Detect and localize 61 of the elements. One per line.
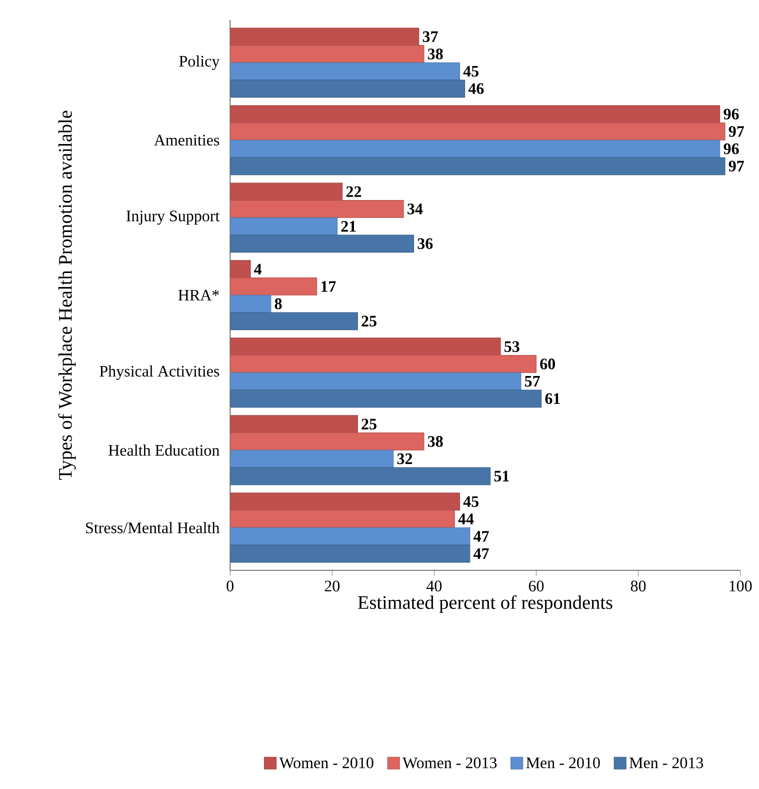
data-label: 21 <box>341 221 356 232</box>
data-label: 25 <box>362 316 376 327</box>
bar <box>230 492 460 511</box>
bar <box>230 28 419 46</box>
bar <box>230 182 342 201</box>
bar <box>230 260 251 278</box>
x-tick-label: 100 <box>730 580 752 592</box>
bar <box>230 415 358 434</box>
x-tick-label: 0 <box>226 580 234 592</box>
data-label: 96 <box>724 143 739 154</box>
bar <box>230 432 424 450</box>
data-label: 96 <box>724 108 739 120</box>
bar <box>230 200 404 218</box>
bar <box>230 355 536 373</box>
y-tick-label: HRA* <box>178 290 219 300</box>
y-tick-label: Amenities <box>154 134 219 146</box>
data-label: 61 <box>545 393 560 404</box>
x-tick-label: 80 <box>630 580 646 592</box>
legend-label: Men - 2010 <box>526 757 600 768</box>
y-tick-label: Stress/Mental Health <box>86 522 220 534</box>
y-tick-label: Physical Activities <box>100 365 219 380</box>
data-label: 47 <box>473 531 489 542</box>
x-tick-label: 20 <box>324 580 340 592</box>
y-tick-label: Policy <box>179 55 220 70</box>
legend-label: Men - 2013 <box>629 757 703 768</box>
x-tick-label: 60 <box>528 580 544 592</box>
x-tick-label: 40 <box>426 580 442 592</box>
data-label: 34 <box>407 204 422 214</box>
y-tick-label: Injury Support <box>126 210 220 225</box>
data-label: 44 <box>458 514 474 524</box>
data-label: 36 <box>418 238 433 250</box>
data-label: 37 <box>422 31 438 42</box>
data-label: 38 <box>428 436 443 447</box>
legend-label: Women - 2010 <box>279 757 374 768</box>
bar <box>230 338 501 356</box>
data-label: 97 <box>728 126 744 137</box>
bar <box>230 45 424 63</box>
data-label: 38 <box>428 48 443 60</box>
data-label: 22 <box>346 186 361 197</box>
bar <box>230 105 720 124</box>
data-label: 60 <box>540 358 555 370</box>
data-label: 53 <box>504 341 520 352</box>
data-label: 45 <box>463 66 478 77</box>
legend-label: Women - 2013 <box>402 757 496 768</box>
y-axis-title: Types of Workplace Health Promotion available <box>58 110 76 480</box>
x-axis-title: Estimated percent of respondents <box>358 595 612 613</box>
data-label: 51 <box>494 470 509 482</box>
y-tick-label: Health Education <box>108 444 220 456</box>
data-label: 45 <box>463 496 478 507</box>
data-label: 4 <box>254 264 262 274</box>
data-label: 25 <box>362 418 376 430</box>
data-label: 17 <box>321 281 336 292</box>
bar <box>230 510 455 528</box>
data-label: 8 <box>274 298 282 310</box>
data-label: 97 <box>728 160 744 172</box>
data-label: 46 <box>468 83 484 94</box>
data-label: 57 <box>524 376 540 387</box>
data-label: 32 <box>397 453 412 464</box>
bar <box>230 278 317 296</box>
data-label: 47 <box>473 548 489 559</box>
bar <box>230 122 726 140</box>
